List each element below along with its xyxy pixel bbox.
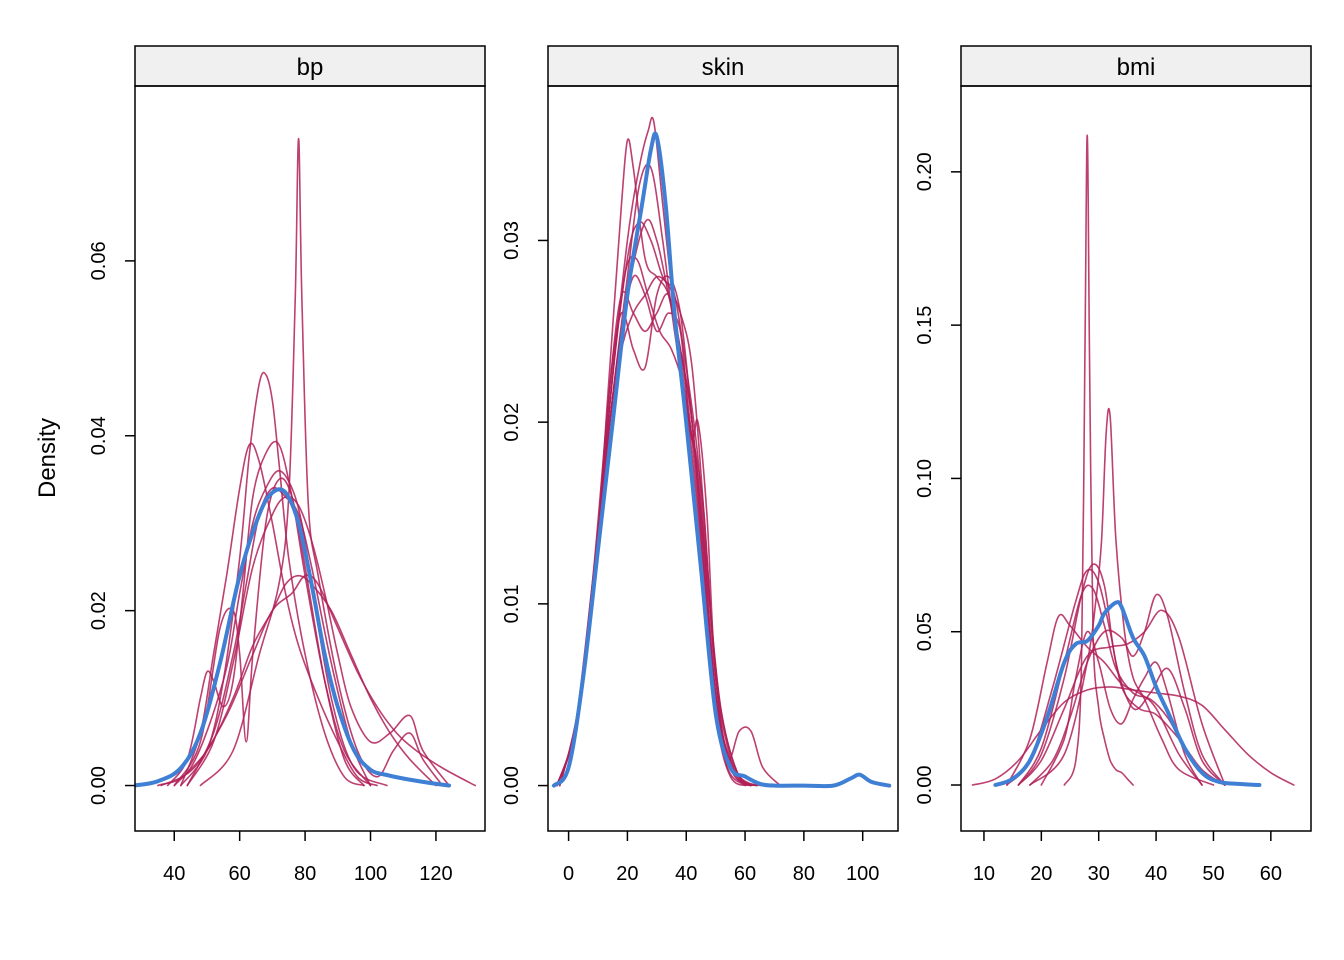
x-tick-label-skin-80: 80 (793, 863, 815, 885)
imputed-density-line-bp-5 (180, 442, 378, 787)
imputed-density-line-bp-8 (160, 574, 476, 787)
x-tick-label-bp-60: 60 (229, 863, 251, 885)
x-tick-label-bmi-60: 60 (1260, 863, 1282, 885)
y-tick-label-bmi-2: 0.10 (914, 459, 936, 498)
y-axis-label: Density (34, 418, 61, 498)
imputed-density-line-bmi-8 (1006, 613, 1203, 786)
x-tick-label-skin-20: 20 (616, 863, 638, 885)
imputed-density-line-bp-7 (173, 574, 437, 787)
imputed-density-line-skin-0 (553, 138, 764, 787)
curves-skin (551, 116, 892, 789)
panels-group: bp 40 60 80 100 120 0.00 0.02 0.04 0.06 skin 0 20 40 6… (88, 45, 1312, 885)
x-tick-label-bp-80: 80 (294, 863, 316, 885)
imputed-density-line-bmi-5 (1017, 609, 1226, 786)
curves-bp (135, 137, 476, 788)
y-tick-label-bmi-0: 0.00 (914, 766, 936, 805)
y-tick-label-skin-1: 0.01 (501, 584, 523, 623)
imputed-density-line-bp-4 (173, 477, 365, 787)
y-tick-label-bmi-3: 0.15 (914, 306, 936, 345)
imputed-density-line-skin-1 (556, 116, 758, 787)
imputed-density-line-skin-8 (556, 274, 752, 787)
imputed-density-line-bp-6 (186, 495, 450, 787)
y-tick-label-bp-3: 0.06 (88, 241, 110, 280)
panel-bp: bp 40 60 80 100 120 0.00 0.02 0.04 0.06 (88, 45, 486, 885)
x-tick-label-bp-40: 40 (163, 863, 185, 885)
panel-title-bmi: bmi (1117, 54, 1156, 81)
x-tick-label-bmi-40: 40 (1145, 863, 1167, 885)
curves-bmi (971, 134, 1295, 787)
y-tick-label-bp-1: 0.02 (88, 591, 110, 630)
imputed-density-line-bmi-4 (1029, 593, 1226, 786)
x-tick-label-skin-40: 40 (675, 863, 697, 885)
panel-frame-bp (134, 85, 486, 832)
x-tick-label-skin-100: 100 (846, 863, 879, 885)
x-tick-label-bp-120: 120 (419, 863, 452, 885)
y-tick-label-skin-2: 0.02 (501, 403, 523, 442)
strip-skin (547, 45, 899, 87)
imputed-density-line-skin-4 (556, 221, 758, 787)
panel-bmi: bmi 10 20 30 40 50 60 0.00 0.05 0.10 0.15 0.20 (914, 45, 1312, 885)
panel-frame-skin (547, 85, 899, 832)
x-tick-label-bmi-20: 20 (1030, 863, 1052, 885)
imputed-density-line-skin-2 (556, 275, 782, 787)
x-tick-label-skin-0: 0 (563, 863, 574, 885)
x-tick-label-skin-60: 60 (734, 863, 756, 885)
y-tick-label-bp-2: 0.04 (88, 416, 110, 455)
observed-density-line-bmi (993, 600, 1262, 787)
observed-density-line-skin (551, 131, 892, 789)
imputed-density-line-bmi-0 (1063, 134, 1134, 786)
strip-bp (134, 45, 486, 87)
panel-skin: skin 0 20 40 60 80 100 0.00 0.01 0.02 0.03 (501, 45, 899, 885)
imputed-density-line-skin-9 (556, 218, 752, 787)
panel-title-skin: skin (702, 54, 745, 81)
y-tick-label-bmi-4: 0.20 (914, 152, 936, 191)
imputed-density-line-bp-2 (199, 137, 444, 787)
y-tick-label-skin-0: 0.00 (501, 766, 523, 805)
panel-title-bp: bp (297, 54, 324, 81)
panel-frame-bmi (960, 85, 1312, 832)
y-tick-label-bp-0: 0.00 (88, 766, 110, 805)
x-tick-label-bmi-30: 30 (1088, 863, 1110, 885)
observed-density-line-bp (135, 487, 451, 788)
y-tick-label-bmi-1: 0.05 (914, 612, 936, 651)
x-tick-label-bmi-10: 10 (973, 863, 995, 885)
imputed-density-line-bmi-6 (1040, 630, 1203, 786)
imputed-density-line-bmi-1 (1029, 407, 1215, 786)
imputed-density-line-bmi-9 (1017, 563, 1226, 786)
imputed-density-line-skin-5 (559, 255, 752, 787)
x-tick-label-bp-100: 100 (354, 863, 387, 885)
x-tick-label-bmi-50: 50 (1202, 863, 1224, 885)
y-tick-label-skin-3: 0.03 (501, 221, 523, 260)
imputed-density-line-bp-1 (180, 371, 365, 787)
